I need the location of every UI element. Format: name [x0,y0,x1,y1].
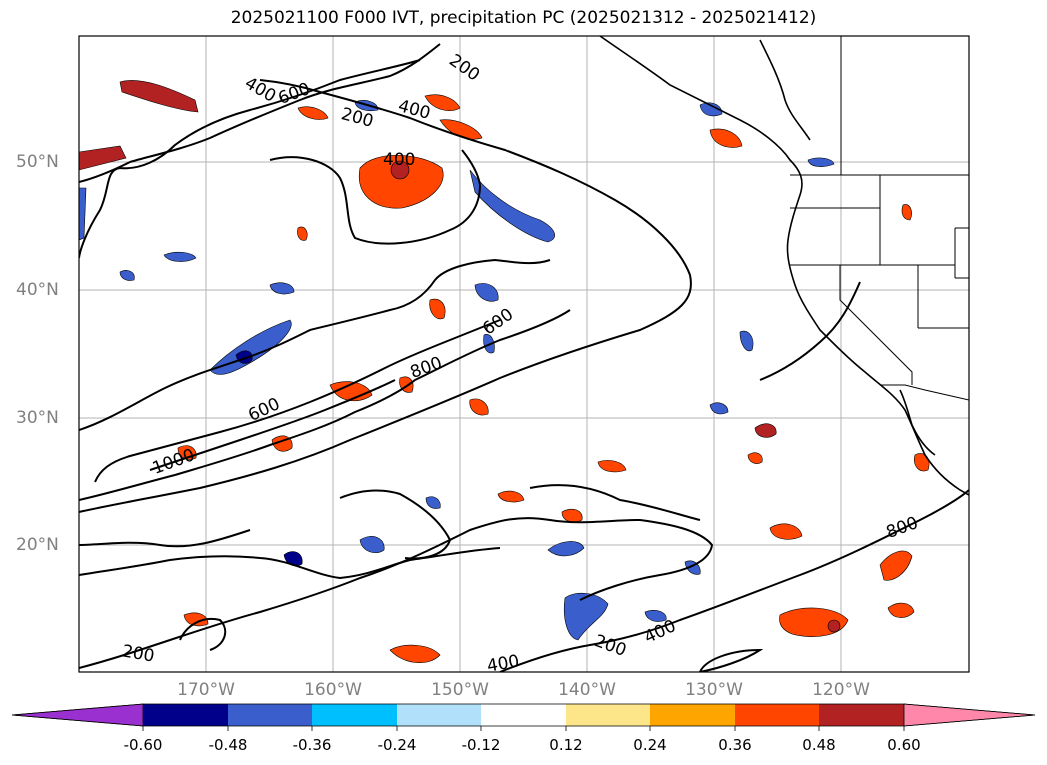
lat-label: 20°N [16,535,59,555]
colorbar-segment [650,704,735,726]
colorbar-tick-label: -0.60 [123,736,163,754]
colorbar-tick-label: 0.48 [802,736,836,754]
lon-label: 150°W [431,680,489,700]
colorbar-extension-low [11,703,144,727]
grid [79,36,969,672]
coastlines [599,36,969,496]
map-frame [78,35,970,673]
contour-label: 400 [383,150,416,170]
colorbar-segment [312,704,397,726]
colorbar-tick-label: -0.36 [292,736,332,754]
lon-label: 120°W [812,680,870,700]
lon-label: 130°W [685,680,743,700]
colorbar-tick-label: -0.12 [461,736,501,754]
precip-negative-areas [79,100,835,641]
colorbar-tick-label: 0.36 [718,736,752,754]
lon-label: 160°W [304,680,362,700]
colorbar-segment [566,704,650,726]
colorbar-extension-high [903,703,1036,727]
colorbar-tick-label: -0.24 [377,736,417,754]
colorbar-tick-label: -0.48 [208,736,248,754]
borders [790,36,969,401]
colorbar-segment [228,704,312,726]
map-title: 2025021100 F000 IVT, precipitation PC (2… [230,8,817,28]
colorbar [11,703,1036,731]
colorbar-segment [397,704,481,726]
lat-label: 50°N [16,152,59,172]
lon-label: 170°W [177,680,235,700]
lon-label: 140°W [558,680,616,700]
colorbar-tick-label: 0.12 [549,736,583,754]
colorbar-tick-label: 0.24 [633,736,667,754]
colorbar-tick-label: 0.60 [887,736,921,754]
lat-label: 30°N [16,408,59,428]
colorbar-segment [481,704,566,726]
colorbar-segment [735,704,819,726]
colorbar-segment [143,704,228,726]
ivt-contours [79,43,969,672]
lat-label: 40°N [16,280,59,300]
colorbar-segment [819,704,904,726]
